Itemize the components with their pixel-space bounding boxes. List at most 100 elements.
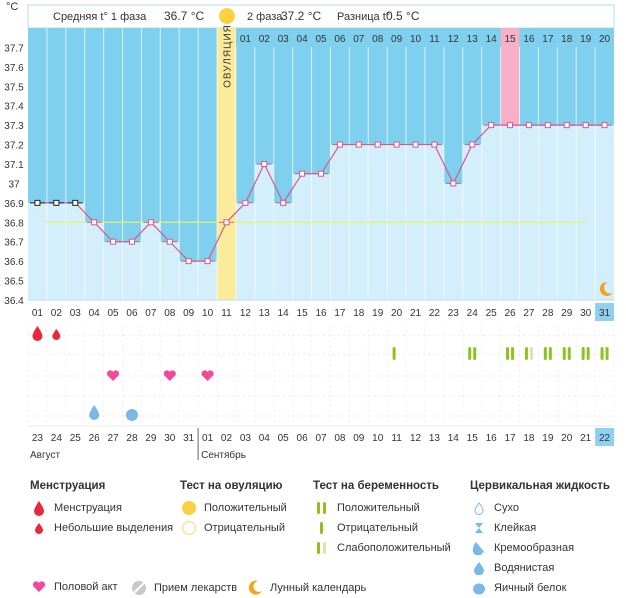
top-day-label: 18: [561, 34, 573, 45]
temperature-point: [204, 258, 211, 265]
legend-lunar: Лунный календарь: [246, 580, 366, 596]
test-negative-icon: [313, 521, 331, 535]
cycle-day-label: 16: [315, 308, 327, 319]
calendar-day-label: 01: [202, 433, 214, 444]
temperature-point: [166, 238, 173, 245]
diff-value: 0.5 °C: [386, 9, 420, 23]
eggwhite-drop-icon: [470, 581, 488, 595]
top-day-label: 16: [523, 34, 535, 45]
calendar-day-label: 16: [486, 433, 498, 444]
legend-medication-label: Прием лекарств: [154, 582, 238, 594]
legend-dry-label: Сухо: [494, 502, 519, 514]
calendar-day-label: 31: [183, 433, 195, 444]
calendar-day-label: 26: [89, 433, 101, 444]
temperature-point: [299, 170, 306, 177]
temperature-bar: [103, 241, 123, 300]
top-day-label: 09: [391, 34, 403, 45]
temperature-bar: [311, 173, 331, 300]
temperature-point: [223, 219, 230, 226]
calendar-day-label: 22: [599, 433, 611, 444]
pregnancy-test-line: [600, 347, 604, 360]
calendar-day-label: 29: [145, 433, 157, 444]
blood-drop-icon: [32, 326, 43, 342]
cycle-day-label: 27: [523, 308, 535, 319]
y-tick-label: 36.9: [4, 199, 24, 210]
cycle-day-label: 30: [580, 308, 592, 319]
creamy-drop-icon: [470, 541, 488, 555]
calendar-day-label: 02: [221, 433, 233, 444]
temperature-bar: [198, 261, 218, 300]
cycle-day-label: 02: [51, 308, 63, 319]
temperature-point: [488, 122, 495, 129]
temperature-bar: [443, 183, 463, 300]
pregnancy-test-line: [605, 347, 609, 360]
temperature-point: [53, 199, 60, 206]
temperature-point: [72, 199, 79, 206]
calendar-day-label: 25: [70, 433, 82, 444]
cycle-day-label: 25: [486, 308, 498, 319]
y-tick-label: 37.2: [4, 141, 24, 152]
ovulation-sun-icon: [219, 8, 235, 24]
temperature-point: [469, 141, 476, 148]
calendar-day-label: 12: [410, 433, 422, 444]
calendar-day-label: 15: [467, 433, 479, 444]
top-day-label: 19: [580, 34, 592, 45]
temperature-point: [450, 180, 457, 187]
pregnancy-test-line: [581, 347, 585, 360]
temperature-bar: [122, 241, 142, 300]
moon-icon: [599, 281, 613, 296]
temperature-bar: [28, 202, 47, 300]
top-day-highlight: [500, 28, 520, 47]
cycle-day-label: 04: [89, 308, 101, 319]
dry-drop-icon: [470, 501, 488, 515]
temperature-point: [110, 238, 117, 245]
top-day-label: 06: [334, 34, 346, 45]
phase1-value: 36.7 °C: [164, 9, 204, 23]
legend-menstruation-label: Менструация: [54, 502, 122, 514]
y-tick-label: 37.4: [4, 102, 24, 113]
cycle-day-label: 23: [448, 308, 460, 319]
temperature-point: [507, 122, 514, 129]
heart-icon: [30, 580, 48, 593]
blood-drop-icon: [30, 500, 48, 516]
legend-sticky-label: Клейкая: [494, 522, 537, 534]
temperature-point: [525, 122, 532, 129]
y-tick-label: 37.6: [4, 63, 24, 74]
legend-lunar-label: Лунный календарь: [270, 582, 367, 594]
highlight-column: [500, 28, 520, 126]
month-label: Август: [30, 450, 61, 461]
calendar-day-highlight: [595, 428, 614, 446]
cycle-day-label: 12: [240, 308, 252, 319]
top-day-label: 05: [315, 34, 327, 45]
y-tick-label: 37.1: [4, 160, 24, 171]
temperature-point: [374, 141, 381, 148]
temperature-point: [318, 170, 324, 177]
sun-outline-icon: [180, 520, 198, 536]
temperature-point: [393, 141, 400, 148]
pregnancy-test-line: [562, 347, 566, 360]
calendar-day-label: 06: [297, 433, 309, 444]
cycle-day-label: 21: [410, 308, 422, 319]
calendar-day-label: 13: [429, 433, 441, 444]
legend: Менструация Менструация Небольшие выделе…: [0, 470, 626, 595]
heart-icon: [163, 370, 176, 381]
cycle-day-label: 31: [599, 308, 611, 319]
temperature-bar: [557, 125, 577, 301]
temperature-bar: [160, 241, 180, 300]
cycle-day-label: 20: [391, 308, 403, 319]
temperature-point: [544, 122, 551, 129]
legend-ov-positive-label: Положительный: [204, 502, 287, 514]
pregnancy-test-line: [567, 347, 571, 360]
y-tick-label: 37.3: [4, 121, 24, 132]
cycle-day-label: 07: [145, 308, 157, 319]
top-day-label: 03: [278, 34, 290, 45]
pregnancy-test-line: [468, 347, 472, 360]
cycle-day-label: 17: [334, 308, 346, 319]
temperature-bar: [235, 202, 255, 300]
temperature-bar: [500, 125, 520, 301]
y-tick-label: 37.7: [4, 43, 24, 54]
calendar-day-label: 28: [126, 433, 138, 444]
cycle-day-label: 01: [32, 308, 44, 319]
y-tick-label: 36.7: [4, 238, 24, 249]
temperature-bar: [273, 202, 293, 300]
